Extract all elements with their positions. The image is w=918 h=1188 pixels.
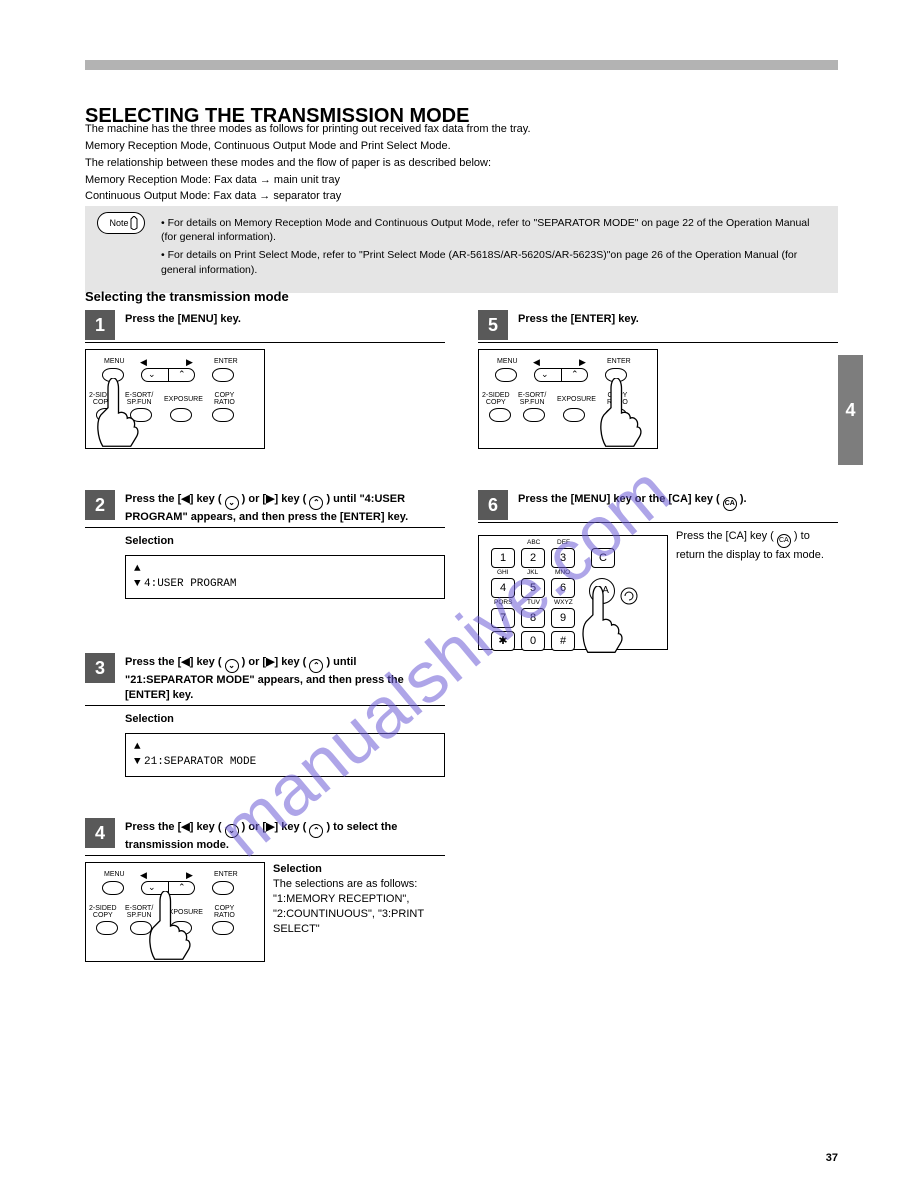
step-6: 6 Press the [MENU] key or the [CA] key (…	[478, 490, 838, 668]
selection-prefix: The selections are as follows:	[273, 877, 443, 892]
intro-line: The machine has the three modes as follo…	[85, 122, 838, 137]
control-panel-illustration: MENU ENTER ⌄ ⌃ ◀ ▶ 2-SIDED COPY E-SORT/ …	[85, 862, 265, 962]
note-line: • For details on Memory Reception Mode a…	[161, 216, 824, 244]
step-5: 5 Press the [ENTER] key. MENU ENTER ⌄ ⌃ …	[478, 310, 838, 467]
control-panel-illustration: MENU ENTER ⌄ ⌃ ◀ ▶ 2-SIDED COPY E-SORT/ …	[85, 349, 265, 449]
numeric-keypad-illustration: ABC DEF 1 2 3 C GHI JKL MNO 4 5 6 CA PQR…	[478, 535, 668, 650]
step-title: Press the [◀] key ( ⌄ ) or [▶] key ( ⌃ )…	[125, 653, 445, 703]
intro-line: The relationship between these modes and…	[85, 156, 838, 171]
step-number: 3	[85, 653, 115, 683]
selection-options: "1:MEMORY RECEPTION", "2:COUNTINUOUS", "…	[273, 892, 443, 937]
page-number: 37	[826, 1151, 838, 1166]
step-title: Press the [◀] key ( ⌄ ) or [▶] key ( ⌃ )…	[125, 818, 445, 853]
lcd-display: ▲▼4:USER PROGRAM	[125, 555, 445, 599]
step-1: 1 Press the [MENU] key. MENU ENTER ⌄ ⌃ ◀…	[85, 310, 445, 467]
step-3: 3 Press the [◀] key ( ⌄ ) or [▶] key ( ⌃…	[85, 653, 445, 795]
pointing-finger-icon	[595, 378, 655, 448]
step-number: 5	[478, 310, 508, 340]
selection-label: Selection	[273, 862, 443, 877]
step-4: 4 Press the [◀] key ( ⌄ ) or [▶] key ( ⌃…	[85, 818, 445, 954]
step-number: 1	[85, 310, 115, 340]
step-number: 6	[478, 490, 508, 520]
manual-page: SELECTING THE TRANSMISSION MODE The mach…	[0, 0, 918, 1188]
pointing-finger-icon	[92, 378, 152, 448]
note-line: • For details on Print Select Mode, refe…	[161, 248, 824, 276]
selection-label: Selection	[125, 534, 445, 549]
lcd-display: ▲▼21:SEPARATOR MODE	[125, 733, 445, 777]
step-number: 4	[85, 818, 115, 848]
step-number: 2	[85, 490, 115, 520]
pointing-finger-icon	[144, 891, 204, 961]
step-title: Press the [ENTER] key.	[518, 310, 639, 327]
selection-label: Selection	[125, 712, 445, 727]
control-panel-illustration: MENU ENTER ⌄ ⌃ ◀ ▶ 2-SIDED COPY E-SORT/ …	[478, 349, 658, 449]
step-title: Press the [◀] key ( ⌄ ) or [▶] key ( ⌃ )…	[125, 490, 445, 525]
note-callout: • For details on Memory Reception Mode a…	[85, 206, 838, 293]
section-heading: Selecting the transmission mode	[85, 288, 289, 306]
chapter-tab: 4	[838, 355, 863, 465]
intro-line: Continuous Output Mode: Fax data → separ…	[85, 189, 838, 204]
step-title: Press the [MENU] key or the [CA] key ( C…	[518, 490, 747, 511]
step-6-caption: Press the [CA] key ( CA ) to return the …	[676, 529, 826, 563]
pointing-finger-icon	[579, 586, 634, 654]
note-pencil-icon	[97, 212, 145, 234]
step-2: 2 Press the [◀] key ( ⌄ ) or [▶] key ( ⌃…	[85, 490, 445, 617]
intro-line: Memory Reception Mode: Fax data → main u…	[85, 173, 838, 188]
step-title: Press the [MENU] key.	[125, 310, 241, 327]
intro-line: Memory Reception Mode, Continuous Output…	[85, 139, 838, 154]
header-separator-bar	[85, 60, 838, 70]
